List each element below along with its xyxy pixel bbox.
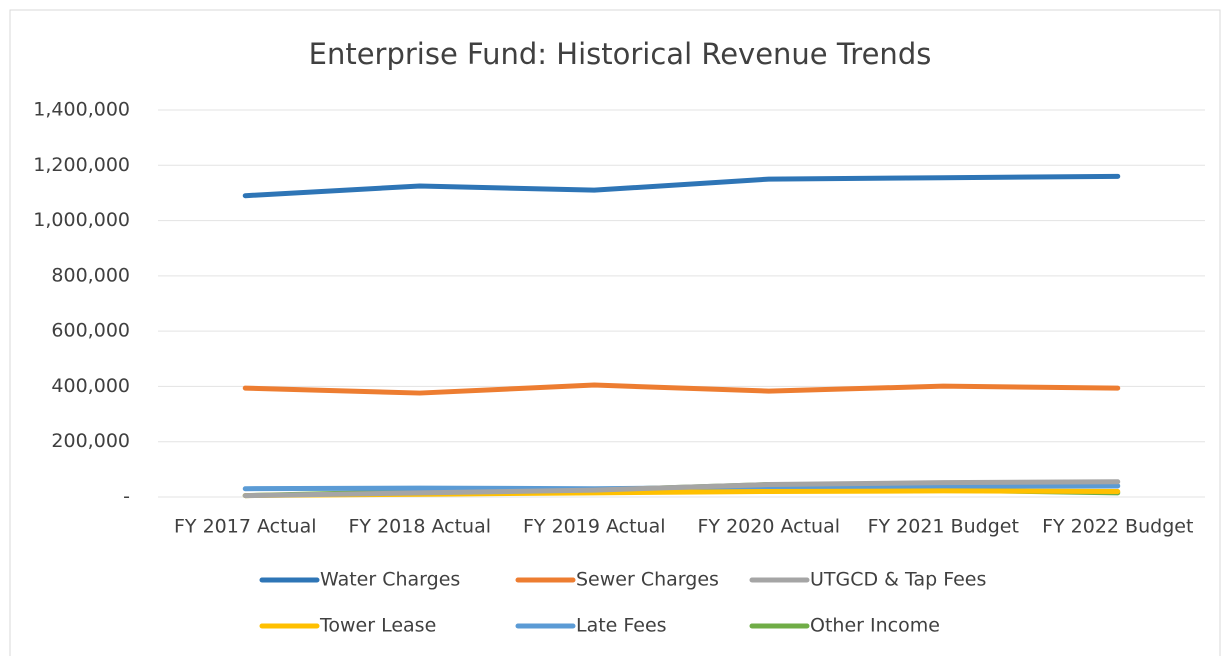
x-tick-label: FY 2019 Actual	[523, 516, 666, 538]
x-tick-label: FY 2018 Actual	[349, 516, 492, 538]
legend-label: Sewer Charges	[576, 569, 719, 591]
series-line	[242, 382, 1121, 396]
y-tick-label: 1,400,000	[33, 99, 130, 121]
series-line	[242, 173, 1121, 199]
chart-frame	[9, 9, 1221, 656]
y-tick-label: 200,000	[51, 430, 130, 452]
x-tick-label: FY 2020 Actual	[698, 516, 841, 538]
y-tick-label: 1,200,000	[33, 154, 130, 176]
legend-label: UTGCD & Tap Fees	[810, 569, 986, 591]
legend-label: Late Fees	[576, 615, 667, 637]
y-tick-label: 1,000,000	[33, 209, 130, 231]
series-line	[242, 479, 1121, 499]
legend-label: Tower Lease	[319, 615, 436, 637]
y-tick-label: 600,000	[51, 320, 130, 342]
x-tick-label: FY 2017 Actual	[174, 516, 317, 538]
legend-label: Water Charges	[320, 569, 460, 591]
x-tick-label: FY 2022 Budget	[1042, 516, 1193, 538]
y-tick-label: 800,000	[51, 264, 130, 286]
y-tick-label: 400,000	[51, 375, 130, 397]
x-tick-label: FY 2021 Budget	[868, 516, 1019, 538]
y-tick-label: -	[123, 486, 130, 508]
chart-title: Enterprise Fund: Historical Revenue Tren…	[309, 37, 932, 71]
legend-label: Other Income	[810, 615, 940, 637]
